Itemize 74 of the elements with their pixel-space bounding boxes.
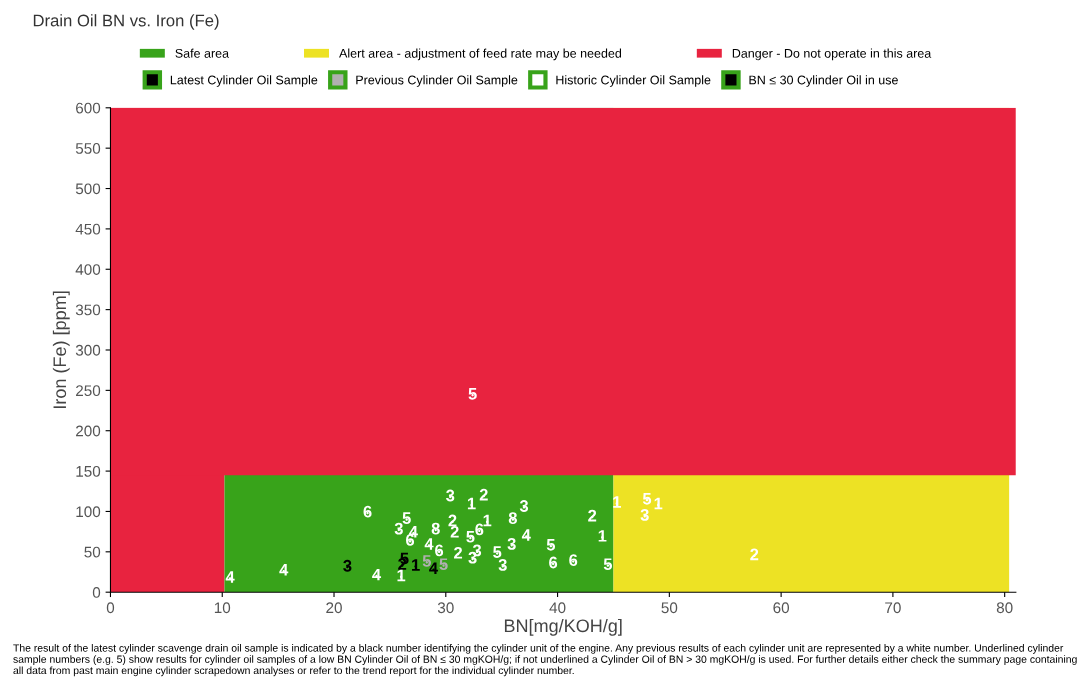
annotation: 5 xyxy=(493,546,502,558)
annotation: 5 xyxy=(422,555,431,567)
x-tick-label: 70 xyxy=(885,602,901,614)
annotation: 2 xyxy=(450,525,459,538)
annotation: 5 xyxy=(468,388,477,400)
text: The result of the latest cylinder scavenge drain oil sample is indicated by a black number identifying the cylinder unit of the engine. Any previous results of each cylinder unit are represented by a white number. Underlined cylinder sample numbers (e.g. 5) show results for cylinder oil samples of a low BN Cylinder Oil of BN ≤ 30 mgKOH/g; if not underlined a Cylinder Oil of BN > 30 mgKOH/g is used. For further details either check the summary page containing all data from past main engine cylinder scrapedown analyses or refer to the trend report for the individual cylinder number. xyxy=(13,644,1077,677)
legend-label: Previous Cylinder Oil Sample xyxy=(356,75,518,87)
annotation: 1 xyxy=(483,514,492,527)
x-tick-label: 20 xyxy=(326,602,342,614)
annotation: 5 xyxy=(642,493,652,505)
y-tick-label: 550 xyxy=(75,143,101,154)
annotation: 1 xyxy=(613,496,621,508)
legend-label: Latest Cylinder Oil Sample xyxy=(170,75,318,87)
y-tick-label: 250 xyxy=(76,385,101,397)
x-tick-label: 80 xyxy=(996,602,1013,614)
annotation: 4 xyxy=(279,564,289,576)
annotation: 1 xyxy=(412,559,420,571)
annotation: 2 xyxy=(448,514,457,527)
legend-label: Danger - Do not operate in this area xyxy=(732,48,932,61)
legend-label: Safe area xyxy=(175,48,230,58)
y-axis-title: Iron (Fe) [ppm] xyxy=(52,291,70,409)
annotation: 4 xyxy=(521,529,531,541)
y-tick-label: 50 xyxy=(84,546,101,558)
annotation: 5 xyxy=(439,558,448,571)
annotation: 1 xyxy=(397,569,406,582)
annotation: 5 xyxy=(402,512,411,524)
y-tick-label: 400 xyxy=(75,264,101,275)
y-tick-label: 150 xyxy=(76,465,101,477)
annotation: 8 xyxy=(508,512,517,524)
annotation: 6 xyxy=(435,544,444,557)
annotation: 6 xyxy=(569,554,578,566)
annotation: 3 xyxy=(343,559,352,572)
y-tick-label: 500 xyxy=(75,183,101,195)
annotation: 8 xyxy=(431,522,440,535)
x-tick-label: 60 xyxy=(773,602,790,614)
chart-title: Drain Oil BN vs. Iron (Fe) xyxy=(33,14,219,30)
annotation: 2 xyxy=(479,488,488,501)
annotation: 2 xyxy=(588,509,597,522)
legend-label: BN ≤ 30 Cylinder Oil in use xyxy=(749,75,898,87)
annotation: 6 xyxy=(363,505,372,518)
legend-label: Historic Cylinder Oil Sample xyxy=(556,75,711,87)
annotation: 4 xyxy=(225,571,235,583)
annotation: 3 xyxy=(507,538,516,550)
annotation: 4 xyxy=(372,568,382,581)
y-tick-label: 450 xyxy=(75,223,101,235)
annotation: 5 xyxy=(466,530,475,543)
annotation: 2 xyxy=(750,548,759,561)
annotation: 4 xyxy=(424,538,434,550)
y-tick-label: 600 xyxy=(76,102,101,114)
y-tick-label: 100 xyxy=(76,506,101,518)
annotation: 5 xyxy=(603,558,613,571)
annotation: 3 xyxy=(640,508,649,521)
annotation: 3 xyxy=(498,559,507,571)
annotation: 2 xyxy=(454,546,463,559)
annotation: 1 xyxy=(654,497,663,510)
x-tick-label: 50 xyxy=(661,602,678,614)
y-tick-label: 200 xyxy=(76,425,101,437)
y-tick-label: 0 xyxy=(92,587,101,598)
x-tick-label: 30 xyxy=(437,602,454,614)
y-tick-label: 350 xyxy=(75,304,101,316)
annotation: 1 xyxy=(598,530,607,542)
annotation: 3 xyxy=(394,522,403,535)
annotation: 4 xyxy=(429,562,439,574)
annotation: 3 xyxy=(446,489,455,502)
annotation: 3 xyxy=(519,500,529,512)
x-tick-label: 0 xyxy=(106,602,115,614)
x-axis-title: BN[mg/KOH/g] xyxy=(504,618,622,636)
legend-label: Alert area - adjustment of feed rate may be needed xyxy=(339,48,622,61)
y-tick-label: 300 xyxy=(75,344,101,356)
x-tick-label: 10 xyxy=(214,602,231,614)
annotation: 6 xyxy=(549,556,558,569)
annotation: 5 xyxy=(546,539,556,551)
x-tick-label: 40 xyxy=(549,602,566,614)
annotation: 6 xyxy=(475,523,484,536)
